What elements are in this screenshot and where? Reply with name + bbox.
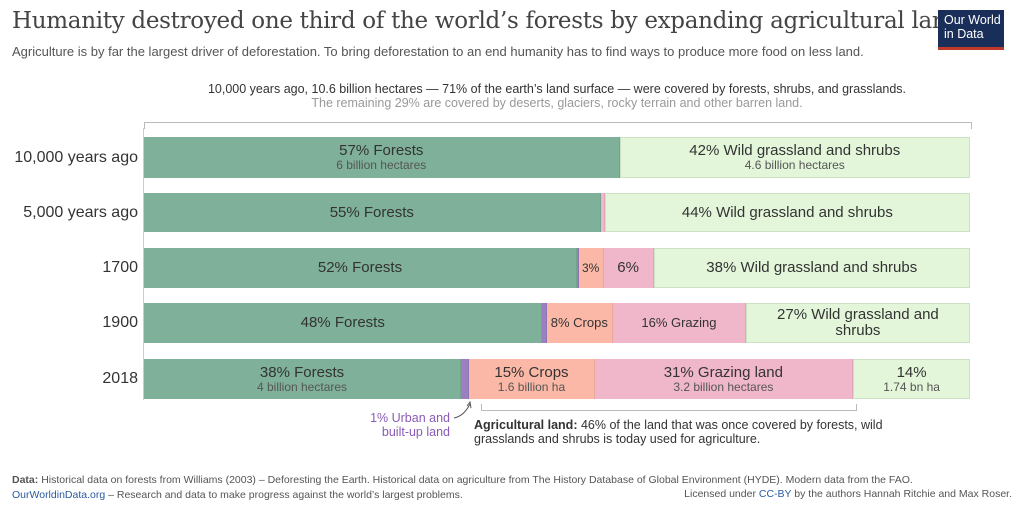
axis-line	[143, 128, 144, 400]
segment-label: 38% Wild grassland and shrubs	[706, 259, 918, 276]
segment-label: 8% Crops	[550, 315, 608, 330]
chart-subtitle: Agriculture is by far the largest driver…	[12, 44, 864, 59]
logo-line1: Our World	[944, 13, 1001, 27]
owid-logo[interactable]: Our World in Data	[938, 10, 1004, 50]
bar-segment-forests: 38% Forests 4 billion hectares	[144, 359, 462, 399]
license-pre: Licensed under	[684, 488, 756, 500]
footer: Data: Historical data on forests from Wi…	[12, 474, 913, 501]
segment-label: 15% Crops	[494, 363, 569, 381]
agri-brace	[481, 404, 857, 411]
segment-label: 44% Wild grassland and shrubs	[681, 203, 893, 221]
segment-label: 55% Forests	[329, 203, 414, 221]
bar-segment-forests: 55% Forests	[144, 193, 601, 232]
bar-row: 38% Forests 4 billion hectares 15% Crops 1.…	[144, 359, 970, 399]
bar-segment-grazing: 6%	[603, 248, 654, 288]
segment-sublabel: 6 billion hectares	[336, 158, 427, 172]
agri-text: 46% of the land that was once covered by…	[474, 418, 883, 446]
agri-bold: Agricultural land:	[474, 418, 578, 432]
site-tagline: – Research and data to make progress aga…	[108, 489, 463, 501]
bar-segment-wild-grassland-and-shrubs: 44% Wild grassland and shrubs	[604, 193, 970, 232]
bar-segment-forests: 57% Forests 6 billion hectares	[144, 137, 620, 178]
row-label: 5,000 years ago	[23, 203, 138, 221]
segment-label: 3%	[581, 261, 600, 275]
segment-sublabel: 1.74 bn ha	[883, 379, 940, 394]
segment-sublabel: 1.6 billion ha	[497, 379, 566, 394]
segment-label: 16% Grazing	[641, 315, 717, 330]
top-note-line1: 10,000 years ago, 10.6 billion hectares …	[207, 82, 907, 96]
bar-segment-grazing: 16% Grazing	[613, 303, 746, 343]
top-note-line2: The remaining 29% are covered by deserts…	[311, 96, 803, 110]
bar-row: 55% Forests 44% Wild grassland and shrubs	[144, 193, 970, 232]
bar-segment-crops: 8% Crops	[546, 303, 614, 343]
bar-segment-urban-and-built-up-land	[461, 359, 470, 399]
row-label: 1700	[102, 259, 138, 276]
segment-label: 14%	[896, 363, 927, 381]
agri-annotation: Agricultural land: 46% of the land that …	[474, 418, 894, 446]
data-label: Data:	[12, 474, 39, 486]
segment-label: 57% Forests	[339, 142, 424, 159]
bar-segment-crops: 3%	[578, 248, 604, 288]
chart-title: Humanity destroyed one third of the worl…	[12, 8, 961, 34]
bar-segment-wild-grassland-and-shrubs: 42% Wild grassland and shrubs 4.6 billion…	[619, 137, 970, 178]
cc-by-link[interactable]: CC-BY	[758, 488, 792, 500]
segment-label: 31% Grazing land	[663, 363, 783, 381]
segment-sublabel: 4.6 billion hectares	[744, 158, 845, 172]
row-label: 1900	[102, 314, 138, 331]
segment-label: 48% Forests	[300, 314, 385, 331]
bar-row: 48% Forests 8% Crops 16% Grazing 27% Wild g…	[144, 303, 970, 343]
logo-line2: in Data	[944, 27, 984, 41]
bar-segment-urban-and-built-up-land	[576, 248, 579, 288]
segment-label: 42% Wild grassland and shrubs	[689, 142, 901, 159]
segment-label: 52% Forests	[317, 259, 403, 276]
bar-segment-wild-grassland-and-shrubs: 38% Wild grassland and shrubs	[653, 248, 970, 288]
bar-row: 57% Forests 6 billion hectares 42% Wild gr…	[144, 137, 970, 178]
urban-annotation: 1% Urban and built-up land	[370, 411, 450, 439]
segment-label: 38% Forests	[259, 363, 345, 381]
row-label: 10,000 years ago	[14, 148, 138, 166]
segment-label: 6%	[617, 259, 639, 276]
segment-label: 27% Wild grassland and shrubs	[777, 306, 939, 339]
segment-sublabel: 4 billion hectares	[256, 379, 348, 394]
urban-arrow-icon	[453, 400, 472, 419]
segment-sublabel: 3.2 billion hectares	[673, 379, 774, 394]
data-source: Historical data on forests from Williams…	[41, 474, 913, 486]
bar-segment-wild-grassland-and-shrubs: 27% Wild grassland and shrubs	[745, 303, 970, 343]
bar-segment-crops: 15% Crops 1.6 billion ha	[469, 359, 595, 399]
bar-row: 52% Forests 3% 6% 38% Wild grassland and sh…	[144, 248, 970, 288]
bar-segment-wild-grassland-and-shrubs: 14% 1.74 bn ha	[853, 359, 970, 399]
license-authors: by the authors Hannah Ritchie and Max Ro…	[794, 488, 1012, 500]
bar-segment-forests: 48% Forests	[144, 303, 543, 343]
bar-segment-urban-and-built-up-land	[542, 303, 547, 343]
bar-segment-grazing: 31% Grazing land 3.2 billion hectares	[594, 359, 854, 399]
license: Licensed under CC-BY by the authors Hann…	[684, 488, 1012, 500]
bar-segment-forests: 52% Forests	[144, 248, 577, 288]
row-label: 2018	[102, 370, 138, 387]
bar-segment-grazing	[600, 193, 605, 232]
owid-link[interactable]: OurWorldinData.org	[12, 489, 106, 501]
top-brace	[144, 122, 972, 129]
